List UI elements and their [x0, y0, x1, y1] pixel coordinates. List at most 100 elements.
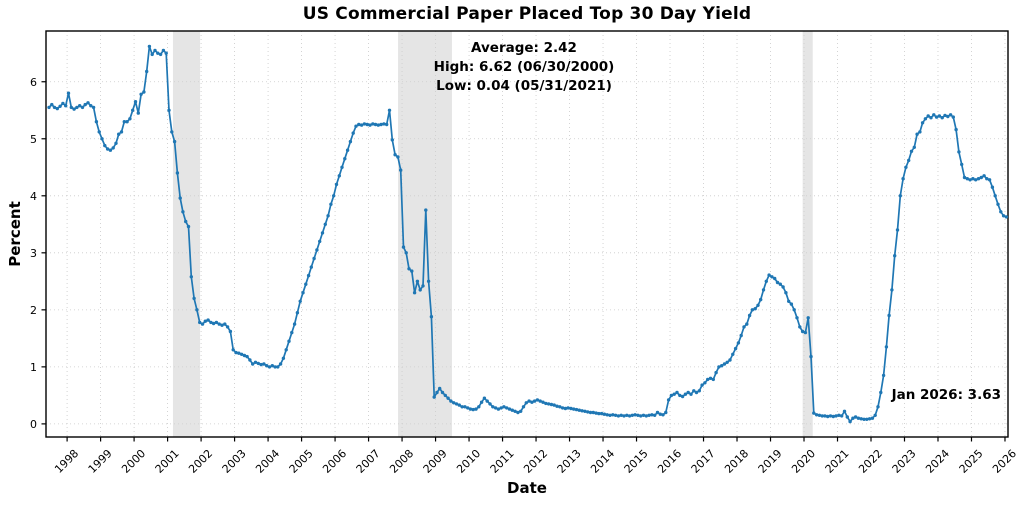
data-point-marker [686, 390, 690, 395]
data-point-marker [192, 296, 196, 301]
data-point-marker [131, 108, 135, 113]
x-tick-label: 2024 [923, 447, 952, 476]
data-point-marker [452, 401, 456, 405]
data-point-marker [736, 341, 741, 345]
data-point-marker [842, 409, 847, 413]
data-point-marker [228, 329, 233, 334]
data-point-marker [747, 313, 752, 318]
data-point-marker [767, 273, 771, 277]
data-point-marker [496, 407, 501, 411]
data-point-marker [435, 390, 439, 395]
data-point-marker [145, 69, 149, 74]
data-point-marker [390, 138, 394, 142]
data-point-marker [80, 105, 85, 110]
data-point-marker [683, 392, 688, 396]
data-point-marker [401, 245, 406, 249]
stat-high: High: 6.62 (06/30/2000) [433, 59, 615, 75]
data-point-marker [203, 319, 207, 323]
data-point-marker [591, 410, 595, 415]
data-point-marker [851, 416, 855, 420]
data-point-marker [703, 381, 707, 385]
data-point-marker [798, 325, 802, 329]
data-point-marker [220, 323, 224, 327]
data-point-marker [622, 414, 626, 418]
data-point-marker [943, 113, 947, 118]
data-point-marker [295, 311, 300, 315]
data-point-marker [873, 413, 877, 417]
data-point-marker [454, 402, 459, 406]
data-point-marker [929, 116, 933, 120]
recession-band [172, 31, 201, 437]
y-tick-label: 4 [30, 190, 37, 203]
data-point-marker [217, 322, 221, 326]
data-point-marker [733, 346, 738, 351]
data-point-marker [385, 122, 389, 127]
data-point-marker [708, 376, 713, 380]
data-point-marker [47, 105, 51, 110]
data-point-marker [298, 299, 302, 303]
data-point-marker [795, 316, 799, 320]
data-point-marker [429, 315, 434, 319]
data-point-marker [111, 146, 115, 150]
data-point-marker [387, 108, 392, 113]
data-point-marker [323, 222, 327, 226]
data-point-marker [292, 322, 297, 326]
data-point-marker [784, 291, 788, 295]
data-point-marker [876, 405, 880, 409]
data-point-marker [306, 273, 311, 278]
stat-low: Low: 0.04 (05/31/2021) [436, 78, 612, 94]
data-point-marker [443, 393, 447, 398]
data-point-marker [527, 399, 531, 403]
data-point-marker [114, 141, 118, 145]
data-point-marker [993, 194, 997, 198]
data-point-marker [549, 402, 554, 407]
data-point-marker [580, 409, 584, 413]
data-point-marker [75, 105, 79, 110]
data-point-marker [653, 413, 657, 417]
data-point-marker [502, 405, 506, 409]
data-point-marker [563, 406, 568, 411]
data-point-marker [329, 202, 333, 206]
x-tick-label: 2006 [320, 447, 349, 476]
data-point-marker [814, 413, 819, 417]
data-point-marker [909, 149, 914, 153]
data-point-marker [267, 365, 272, 369]
data-point-marker [764, 279, 768, 283]
x-tick-label: 1999 [86, 447, 115, 476]
chart-title: US Commercial Paper Placed Top 30 Day Yi… [302, 4, 752, 24]
data-point-marker [189, 275, 193, 279]
data-point-marker [881, 373, 886, 378]
data-point-marker [853, 415, 858, 419]
data-point-marker [320, 231, 325, 235]
data-point-marker [248, 358, 252, 362]
data-point-marker [820, 414, 824, 418]
data-point-marker [309, 265, 313, 269]
data-point-marker [1001, 214, 1006, 218]
data-point-marker [519, 409, 523, 413]
data-point-marker [773, 276, 777, 281]
data-point-marker [809, 354, 813, 359]
data-point-marker [982, 174, 986, 178]
x-tick-label: 2022 [856, 447, 885, 476]
data-point-marker [499, 406, 503, 410]
data-point-marker [259, 362, 263, 367]
data-point-marker [223, 322, 227, 326]
data-point-marker [290, 330, 294, 335]
data-point-marker [915, 132, 919, 136]
data-point-marker [552, 403, 556, 407]
data-point-marker [117, 132, 121, 136]
data-point-marker [558, 405, 562, 409]
x-axis-label: Date [507, 479, 547, 497]
data-point-marker [608, 413, 612, 417]
x-tick-label: 2018 [722, 447, 751, 476]
data-point-marker [759, 297, 763, 302]
data-point-marker [91, 105, 96, 110]
data-point-marker [761, 288, 766, 292]
data-point-marker [720, 364, 724, 368]
data-point-marker [281, 356, 286, 360]
data-point-marker [100, 137, 104, 141]
data-point-marker [803, 330, 808, 335]
data-point-marker [399, 168, 403, 172]
data-point-marker [714, 370, 718, 375]
data-point-marker [175, 171, 180, 175]
